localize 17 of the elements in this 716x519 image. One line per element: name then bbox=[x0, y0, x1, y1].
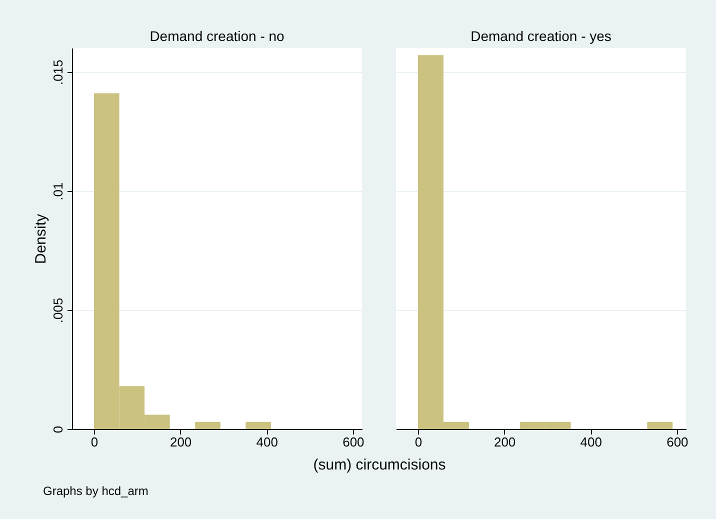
y-axis-title: Density bbox=[32, 214, 50, 264]
text: Graphs by hcd_arm bbox=[43, 484, 148, 498]
y-tick-label: .005 bbox=[50, 298, 66, 324]
x-tick-label: 400 bbox=[256, 434, 278, 450]
y-tick-label: .01 bbox=[50, 182, 66, 200]
chart-title: Demand creation - no bbox=[150, 28, 285, 44]
x-tick-label: 0 bbox=[90, 434, 98, 450]
x-tick-label: 200 bbox=[170, 434, 192, 450]
x-tick-label: 400 bbox=[580, 434, 602, 450]
y-tick-label: .015 bbox=[50, 60, 66, 85]
x-axis-title: (sum) circumcisions bbox=[313, 456, 446, 474]
chart-title: Demand creation - yes bbox=[470, 28, 612, 44]
x-tick-label: 600 bbox=[666, 434, 688, 450]
x-tick-label: 0 bbox=[414, 434, 422, 450]
x-tick-label: 600 bbox=[342, 434, 364, 450]
y-tick-label: 0 bbox=[50, 426, 66, 434]
x-tick-label: 200 bbox=[494, 434, 516, 450]
